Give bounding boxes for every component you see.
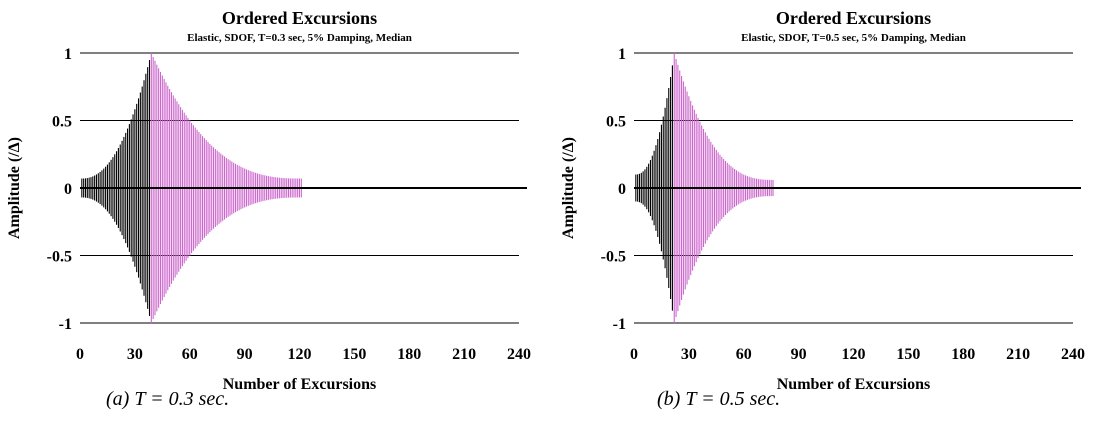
y-tick-label: 0: [618, 181, 626, 198]
chart-subtitle: Elastic, SDOF, T=0.3 sec, 5% Damping, Me…: [187, 32, 412, 44]
x-tick-label: 120: [288, 346, 312, 363]
y-tick-label: -0.5: [47, 249, 72, 266]
y-axis-label: Amplitude (/Δ): [6, 137, 23, 239]
y-axis-label: Amplitude (/Δ): [560, 137, 577, 239]
x-tick-label: 90: [791, 346, 807, 363]
caption-a: (a) T = 0.3 sec.: [106, 388, 230, 410]
x-tick-label: 30: [127, 346, 143, 363]
x-tick-label: 210: [452, 346, 476, 363]
y-tick-label: -1: [59, 316, 72, 333]
y-tick-label: 0: [64, 181, 72, 198]
x-tick-label: 240: [1061, 346, 1085, 363]
x-tick-label: 60: [736, 346, 752, 363]
x-tick-label: 150: [342, 346, 366, 363]
y-tick-label: 1: [64, 46, 72, 63]
x-tick-label: 120: [842, 346, 866, 363]
x-tick-label: 180: [397, 346, 421, 363]
chart-title: Ordered Excursions: [222, 8, 377, 28]
caption-b: (b) T = 0.5 sec.: [657, 388, 781, 410]
x-tick-label: 0: [630, 346, 638, 363]
y-tick-label: -0.5: [601, 249, 626, 266]
ordered-excursions-chart-b: Ordered Excursions Elastic, SDOF, T=0.5 s…: [560, 8, 1085, 390]
y-tick-label: 0.5: [606, 114, 626, 131]
x-tick-label: 90: [237, 346, 253, 363]
x-tick-label: 60: [182, 346, 198, 363]
ordered-excursions-chart-a: Ordered Excursions Elastic, SDOF, T=0.3 s…: [6, 8, 531, 390]
x-tick-label: 210: [1006, 346, 1030, 363]
y-tick-label: -1: [613, 316, 626, 333]
chart-subtitle: Elastic, SDOF, T=0.5 sec, 5% Damping, Me…: [741, 32, 966, 44]
x-tick-label: 0: [76, 346, 84, 363]
x-axis-label: Number of Excursions: [777, 376, 931, 390]
y-tick-label: 1: [618, 46, 626, 63]
chart-panel-b: Ordered Excursions Elastic, SDOF, T=0.5 s…: [554, 0, 1108, 440]
chart-title: Ordered Excursions: [776, 8, 931, 28]
x-tick-label: 180: [951, 346, 975, 363]
x-axis-label: Number of Excursions: [223, 376, 377, 390]
x-tick-label: 150: [896, 346, 920, 363]
chart-panel-a: Ordered Excursions Elastic, SDOF, T=0.3 s…: [6, 8, 531, 410]
x-tick-label: 240: [507, 346, 531, 363]
y-tick-label: 0.5: [52, 114, 72, 131]
x-tick-label: 30: [681, 346, 697, 363]
